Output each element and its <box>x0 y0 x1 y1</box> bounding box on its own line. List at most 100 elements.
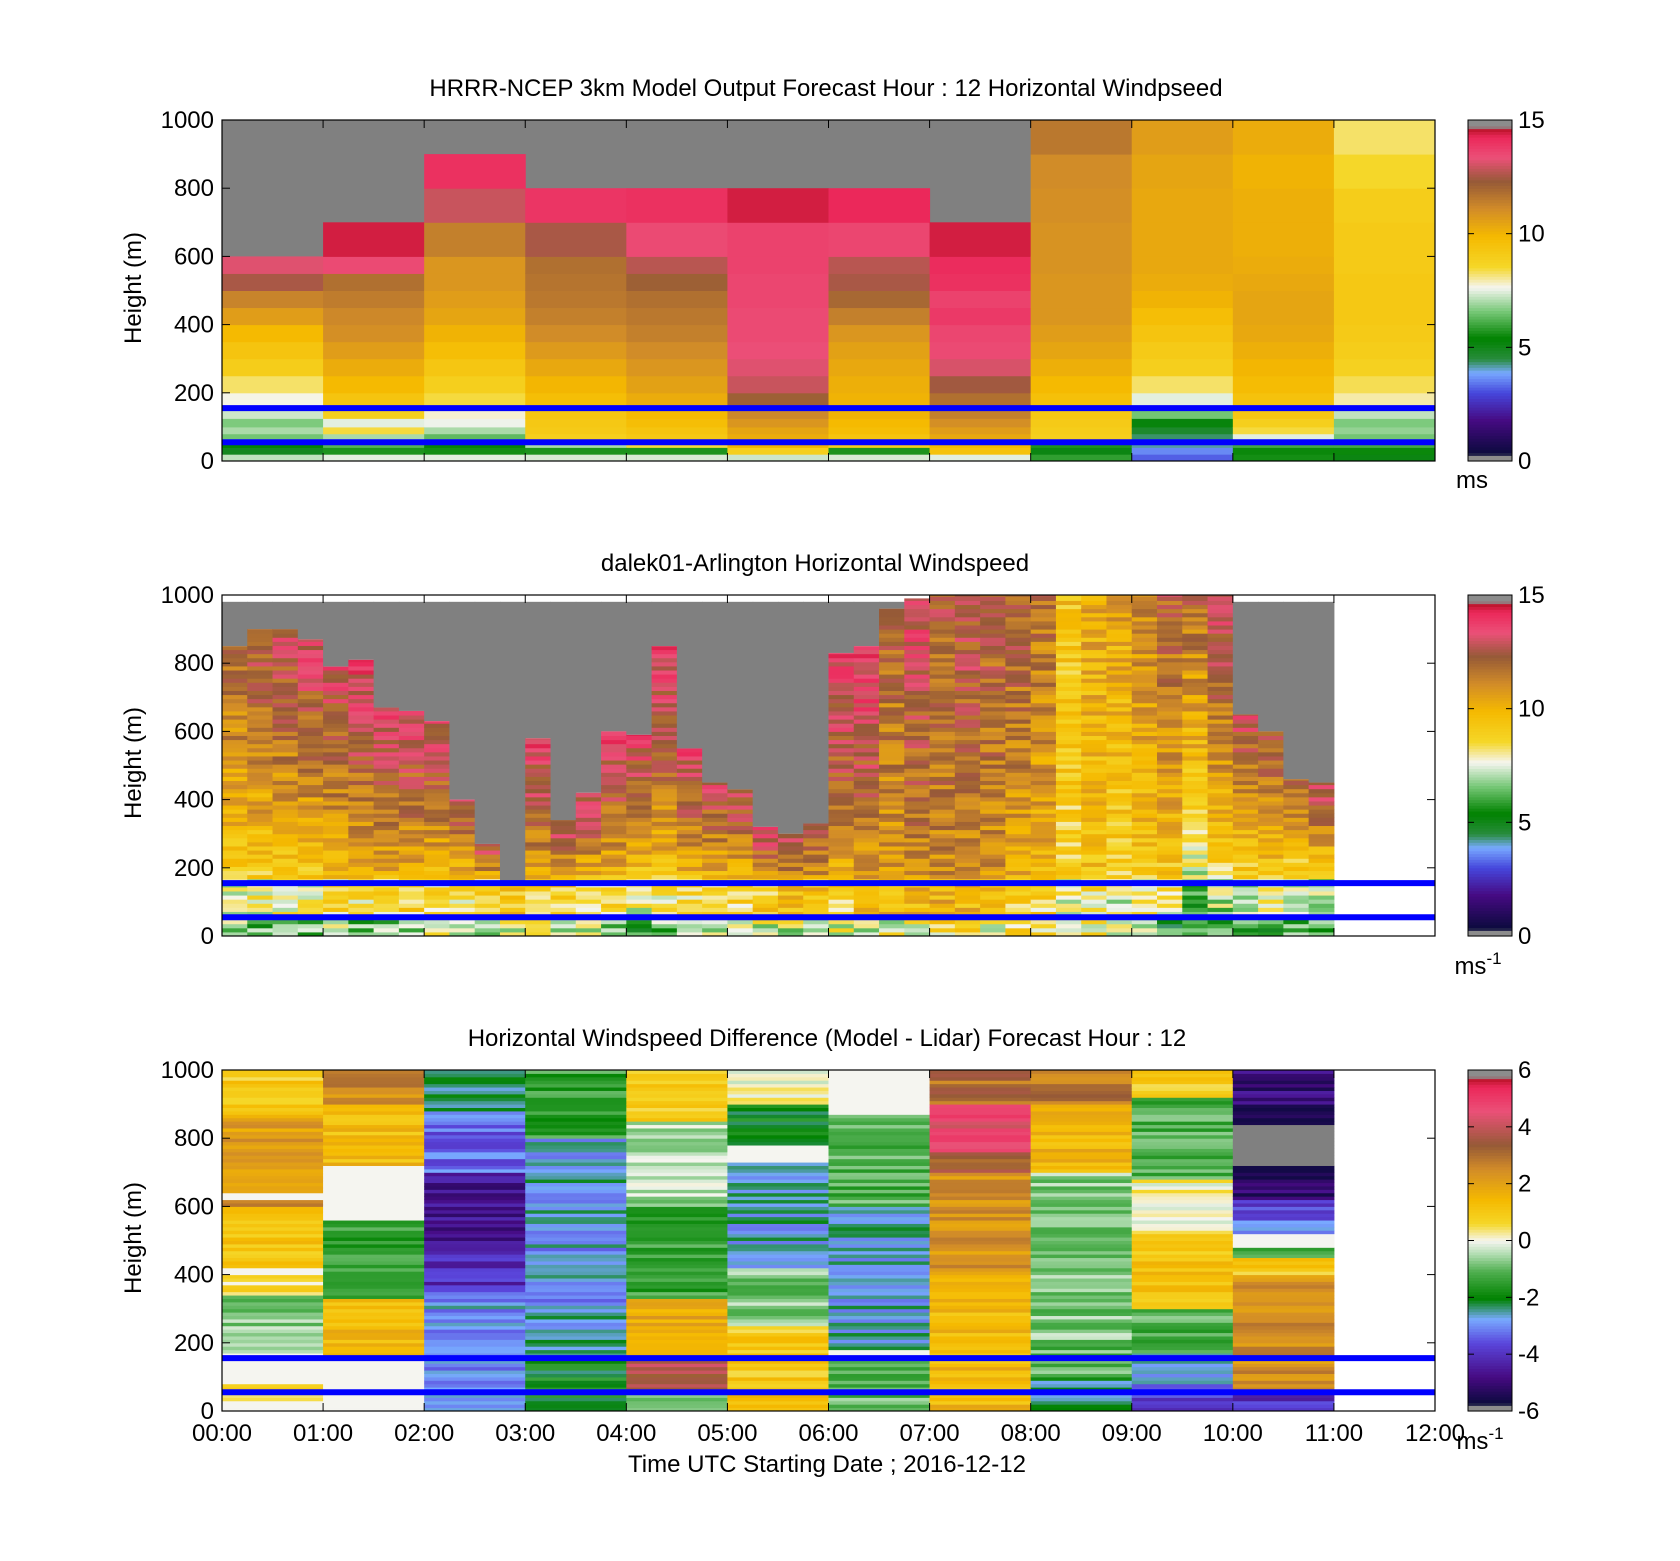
heatmap-cell <box>879 792 905 798</box>
heatmap-cell <box>727 792 754 798</box>
heatmap-cell <box>904 845 931 851</box>
heatmap-cell <box>449 899 476 904</box>
heatmap-cell <box>626 1233 728 1238</box>
colorbar-segment <box>1468 1112 1512 1117</box>
colorbar-segment <box>1468 1121 1512 1125</box>
heatmap-cell <box>247 747 274 753</box>
heatmap-cell <box>626 341 728 360</box>
heatmap-cell <box>272 755 299 761</box>
heatmap-cell <box>1232 1209 1335 1214</box>
heatmap-cell <box>424 1407 526 1412</box>
heatmap-cell <box>1081 890 1107 896</box>
colorbar-segment <box>1468 1141 1512 1145</box>
heatmap-cell <box>348 874 375 880</box>
colorbar-segment <box>1468 702 1512 707</box>
heatmap-cell <box>424 188 526 223</box>
heatmap-cell <box>727 1151 829 1156</box>
heatmap-cell <box>272 665 299 671</box>
heatmap-cell <box>1081 866 1107 872</box>
heatmap-cell <box>575 837 602 843</box>
heatmap-cell <box>1106 923 1133 929</box>
heatmap-cell <box>727 850 754 855</box>
heatmap-cell <box>272 653 299 659</box>
heatmap-cell <box>373 755 400 761</box>
heatmap-cell <box>1232 1404 1335 1409</box>
heatmap-cell <box>449 895 476 900</box>
heatmap-cell <box>348 710 375 716</box>
heatmap-cell <box>1081 649 1107 655</box>
colorbar-segment <box>1468 1246 1512 1250</box>
colorbar-segment <box>1468 745 1512 750</box>
heatmap-cell <box>601 862 627 867</box>
heatmap-cell <box>424 375 526 394</box>
heatmap-cell <box>954 595 981 597</box>
heatmap-cell <box>1308 907 1335 912</box>
heatmap-cell <box>904 747 931 753</box>
heatmap-cell <box>828 895 855 900</box>
heatmap-cell <box>1030 256 1133 274</box>
heatmap-cell <box>424 772 450 777</box>
heatmap-cell <box>626 1237 728 1241</box>
heatmap-cell <box>879 931 905 937</box>
heatmap-cell <box>1308 854 1335 859</box>
heatmap-cell <box>828 1383 931 1388</box>
heatmap-cell <box>348 931 375 937</box>
heatmap-cell <box>525 1332 627 1337</box>
heatmap-cell <box>1005 776 1032 782</box>
heatmap-cell <box>1258 919 1284 925</box>
heatmap-cell <box>980 854 1006 859</box>
heatmap-cell <box>474 919 501 925</box>
heatmap-cell <box>601 739 627 745</box>
heatmap-cell <box>398 833 425 839</box>
heatmap-cell <box>1131 841 1158 847</box>
heatmap-cell <box>323 1185 425 1190</box>
heatmap-cell <box>676 755 703 761</box>
heatmap-cell <box>373 886 400 892</box>
heatmap-cell <box>929 616 956 622</box>
heatmap-cell <box>1081 837 1107 843</box>
heatmap-cell <box>1232 751 1259 757</box>
heatmap-cell <box>1030 923 1057 929</box>
heatmap-cell <box>247 723 274 728</box>
heatmap-cell <box>1232 1281 1335 1286</box>
heatmap-cell <box>1030 1312 1133 1317</box>
heatmap-cell <box>222 1380 324 1385</box>
heatmap-cell <box>222 1267 324 1272</box>
heatmap-cell <box>853 653 880 659</box>
heatmap-cell <box>222 1247 324 1252</box>
heatmap-cell <box>323 1346 425 1351</box>
heatmap-cell <box>1207 719 1234 724</box>
heatmap-cell <box>626 1376 728 1381</box>
heatmap-cell <box>828 1185 931 1190</box>
heatmap-cell <box>828 1148 931 1153</box>
heatmap-cell <box>727 1278 829 1282</box>
heatmap-cell <box>626 886 653 892</box>
colorbar-segment <box>1468 734 1512 738</box>
heatmap-cell <box>651 657 678 663</box>
heatmap-cell <box>424 1373 526 1378</box>
colorbar-segment <box>1468 791 1512 795</box>
heatmap-cell <box>297 927 324 933</box>
heatmap-cell <box>247 817 274 822</box>
heatmap-cell <box>828 1329 931 1334</box>
heatmap-cell <box>1232 1264 1335 1269</box>
heatmap-cell <box>398 747 425 753</box>
heatmap-cell <box>222 1254 324 1259</box>
heatmap-cell <box>1157 649 1183 655</box>
heatmap-cell <box>1030 674 1057 679</box>
heatmap-cell <box>424 1233 526 1238</box>
heatmap-cell <box>1131 633 1158 638</box>
heatmap-cell <box>222 698 248 704</box>
heatmap-cell <box>954 616 981 622</box>
heatmap-cell <box>1106 710 1133 716</box>
heatmap-cell <box>398 923 425 929</box>
colorbar-segment <box>1468 162 1512 167</box>
heatmap-cell <box>1131 290 1234 309</box>
heatmap-cell <box>525 1301 627 1306</box>
heatmap-cell <box>272 723 299 728</box>
heatmap-cell <box>1081 854 1107 859</box>
heatmap-cell <box>525 788 552 794</box>
heatmap-cell <box>323 784 349 790</box>
heatmap-cell <box>398 911 425 917</box>
colorbar-segment <box>1468 1320 1512 1324</box>
